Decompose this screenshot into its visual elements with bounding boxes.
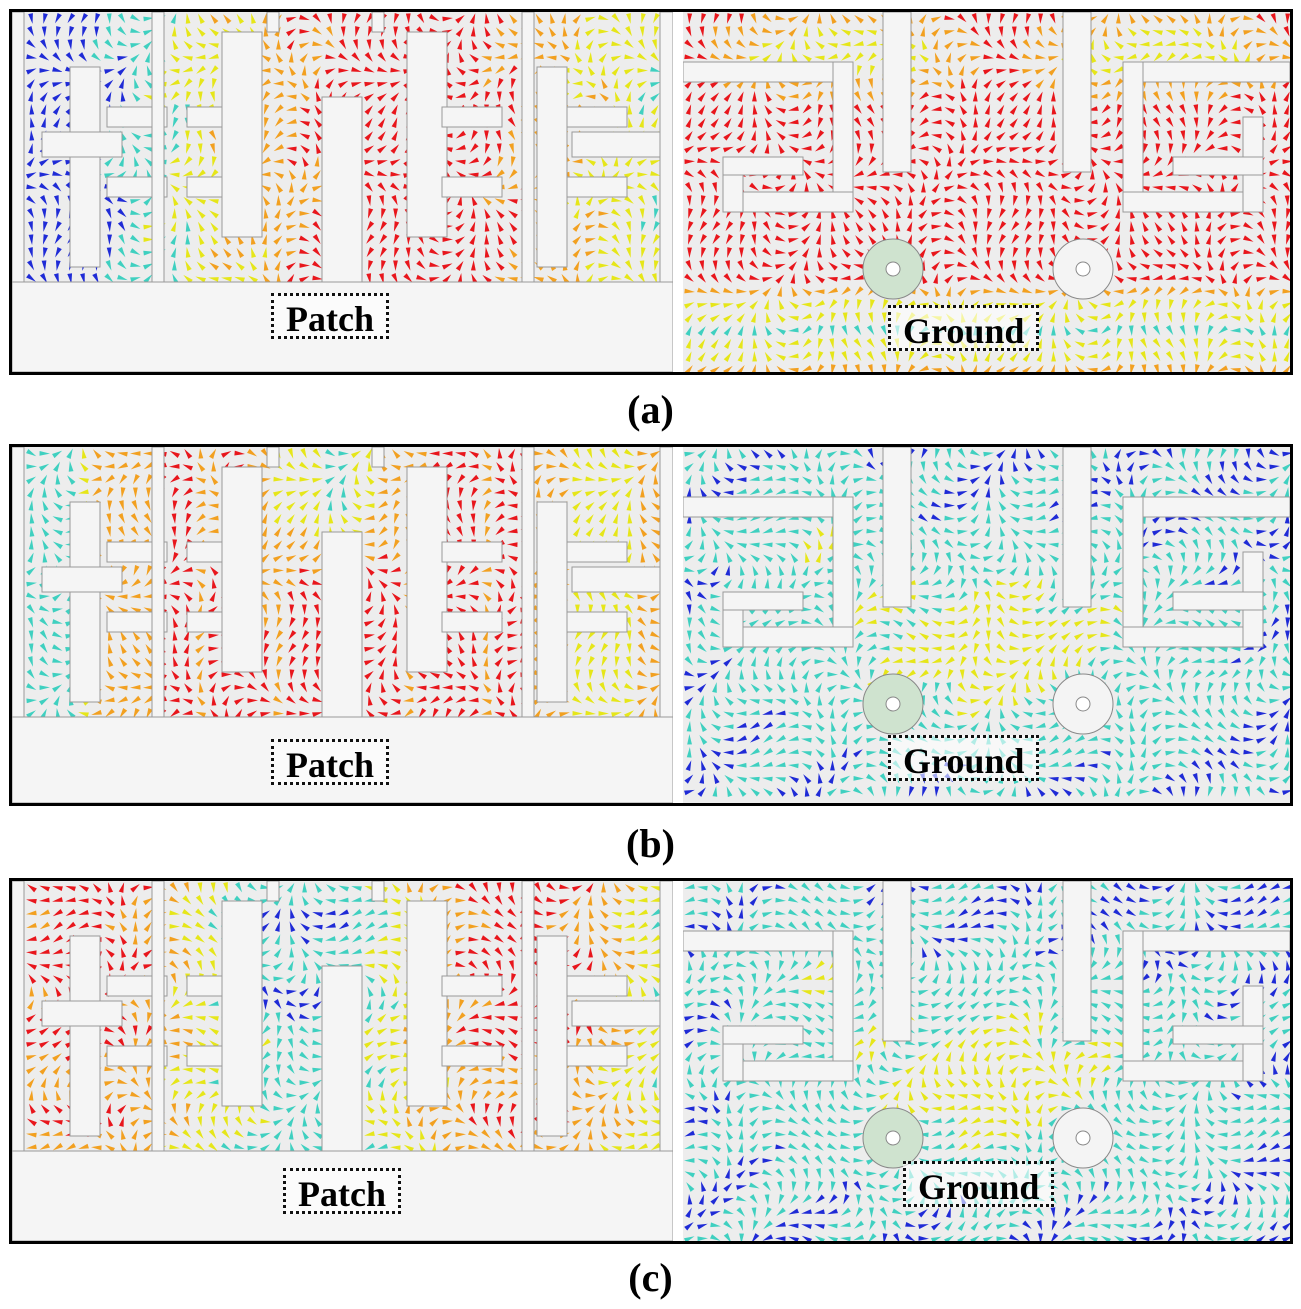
row-a-caption: (a) [627, 387, 674, 432]
row-b-patch-current-map [12, 447, 673, 803]
row-c-patch-label: Patch [283, 1168, 401, 1214]
row-b-ground-label: Ground [888, 735, 1040, 781]
row-c-ground-current-map [683, 881, 1290, 1241]
row-a-patch-label: Patch [271, 293, 389, 339]
row-a-ground-current-map [683, 12, 1290, 372]
row-b-patch-panel [12, 447, 673, 803]
row-a-frame: Patch Ground [9, 9, 1293, 375]
row-c-caption: (c) [628, 1255, 673, 1300]
row-a-ground-panel [683, 12, 1290, 372]
row-b-caption: (b) [626, 821, 675, 866]
row-c-frame: Patch Ground [9, 878, 1293, 1244]
row-a-patch-panel [12, 12, 673, 372]
row-a-ground-label: Ground [888, 305, 1040, 351]
row-c-ground-panel [683, 881, 1290, 1241]
row-c-ground-label: Ground [903, 1161, 1055, 1207]
row-b-frame: Patch Ground [9, 444, 1293, 806]
row-a-patch-current-map [12, 12, 673, 372]
row-b-patch-label: Patch [271, 739, 389, 785]
